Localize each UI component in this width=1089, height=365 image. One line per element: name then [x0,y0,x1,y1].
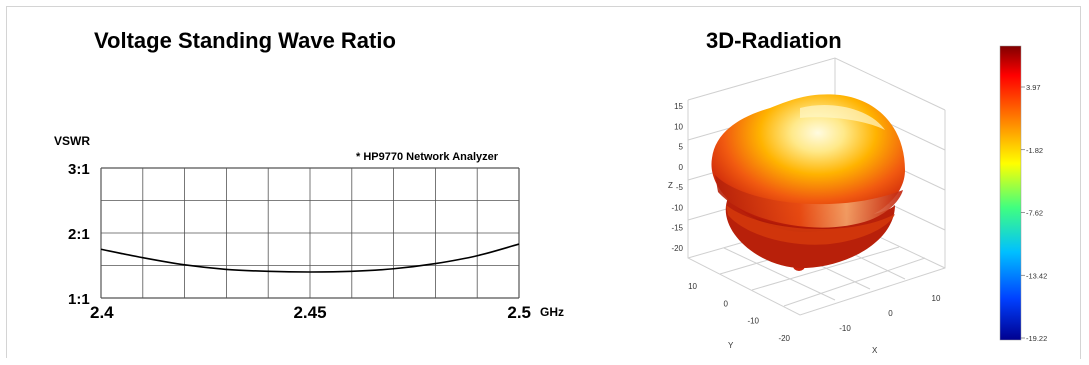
colorbar-tick-label: -13.42 [1026,271,1047,280]
colorbar-tick-label: 3.97 [1026,83,1041,92]
x-tick-label-3d: 10 [932,294,941,303]
vswr-grid [100,167,520,299]
x-axis-label-3d: X [872,346,878,355]
y-axis-label: VSWR [54,134,90,148]
y-tick-label-3d: 0 [724,299,729,308]
colorbar-tick-label: -19.22 [1026,334,1047,343]
x-tick-label: 2.45 [293,303,326,322]
z-tick-label: 0 [679,163,684,172]
z-tick-label: -20 [671,244,683,253]
y-tick-label-3d: 10 [688,282,697,291]
y-tick-label: 3:1 [68,161,90,178]
figure-frame [6,6,1081,359]
x-axis-label: GHz [540,305,564,319]
x-tick-label-3d: -10 [839,324,851,333]
colorbar-tick-label: -7.62 [1026,209,1043,218]
z-tick-label: -5 [676,183,684,192]
colorbar-tick-label: -1.82 [1026,146,1043,155]
radiation-chart-title: 3D-Radiation [706,28,842,53]
chart-annotation: * HP9770 Network Analyzer [356,151,499,163]
radiation-axis-ticks: 15 10 5 0 -5 -10 -15 -20 10 0 -10 -20 -10 0 10 [671,102,941,343]
vswr-chart-title: Voltage Standing Wave Ratio [94,28,396,53]
z-tick-label: 10 [674,122,683,131]
z-tick-label: 15 [674,102,683,111]
z-tick-label: 5 [679,143,684,152]
frame-left-edge [6,6,7,358]
z-axis-label: Z [668,181,673,190]
x-tick-label: 2.4 [90,303,114,322]
y-axis-label-3d: Y [728,341,734,350]
vswr-tick-labels: 1:1 2:1 3:1 2.4 2.45 2.5 [68,161,531,322]
vswr-series-line [100,243,520,273]
x-tick-label-3d: 0 [888,309,893,318]
z-tick-label: -10 [671,203,683,212]
y-tick-label: 2:1 [68,226,90,243]
y-tick-label: 1:1 [68,291,90,308]
x-tick-label: 2.5 [507,303,531,322]
y-tick-label-3d: -10 [747,317,759,326]
z-tick-label: -15 [671,224,683,233]
colorbar-tick-labels: 3.97 -1.82 -7.62 -13.42 -19.22 [1021,83,1047,343]
y-tick-label-3d: -20 [778,334,790,343]
colorbar [999,45,1022,341]
radiation-surface [711,94,905,271]
